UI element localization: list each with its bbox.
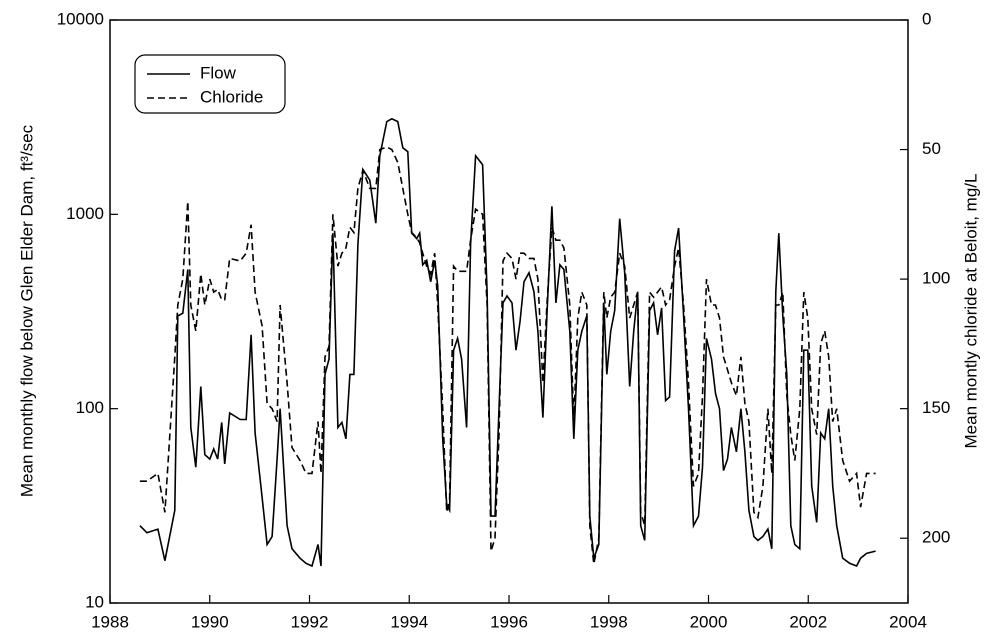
legend-label: Chloride bbox=[200, 87, 263, 106]
legend-label: Flow bbox=[200, 63, 237, 82]
series-line bbox=[139, 117, 876, 568]
y-tick-label: 1000 bbox=[66, 204, 104, 223]
y2-tick-label: 50 bbox=[922, 139, 941, 158]
x-tick-label: 2002 bbox=[789, 612, 827, 631]
x-tick-label: 1996 bbox=[490, 612, 528, 631]
x-tick-label: 2004 bbox=[889, 612, 927, 631]
y-tick-label: 100 bbox=[76, 398, 104, 417]
y-axis-label: Mean monthly flow below Glen Elder Dam, … bbox=[17, 124, 36, 497]
x-tick-label: 1994 bbox=[390, 612, 428, 631]
x-tick-label: 1988 bbox=[91, 612, 129, 631]
y-tick-label: 10000 bbox=[57, 9, 104, 28]
series-line bbox=[139, 146, 876, 565]
y2-tick-label: 150 bbox=[922, 398, 950, 417]
x-tick-label: 1992 bbox=[291, 612, 329, 631]
x-tick-label: 2000 bbox=[690, 612, 728, 631]
y-tick-label: 10 bbox=[85, 592, 104, 611]
x-tick-label: 1998 bbox=[590, 612, 628, 631]
y2-tick-label: 100 bbox=[922, 269, 950, 288]
y2-tick-label: 0 bbox=[922, 9, 931, 28]
y2-tick-label: 200 bbox=[922, 528, 950, 547]
y2-axis-label: Mean montly chloride at Beloit, mg/L bbox=[961, 174, 980, 449]
x-tick-label: 1990 bbox=[191, 612, 229, 631]
